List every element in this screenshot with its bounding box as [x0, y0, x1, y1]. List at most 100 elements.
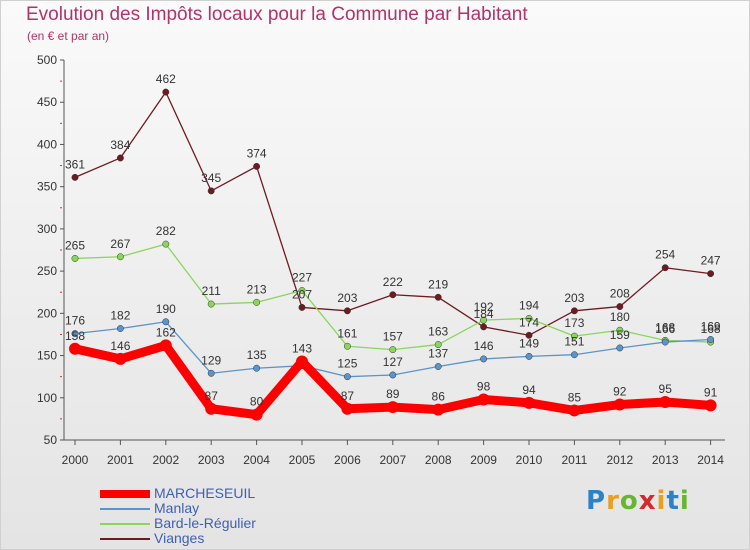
data-point	[570, 332, 578, 340]
data-point	[707, 336, 715, 343]
data-point	[162, 88, 170, 96]
data-label: 161	[337, 326, 357, 340]
data-point	[205, 402, 218, 415]
data-label: 129	[201, 353, 221, 367]
data-point	[434, 363, 442, 370]
data-label: 137	[428, 347, 448, 361]
data-point	[389, 371, 397, 379]
data-label: 462	[156, 72, 176, 86]
data-label: 149	[519, 336, 539, 350]
data-label: 182	[110, 309, 130, 323]
data-label: 267	[110, 237, 130, 251]
data-label: 168	[655, 320, 675, 334]
data-label: 361	[65, 157, 85, 171]
data-point	[253, 364, 261, 372]
chart-subtitle: (en € et par an)	[27, 29, 110, 43]
x-tick-label: 2003	[198, 453, 225, 467]
data-point	[116, 154, 124, 162]
data-point	[389, 291, 397, 299]
data-label: 247	[701, 254, 721, 268]
data-point	[525, 352, 533, 360]
data-label: 158	[65, 329, 85, 343]
data-label: 98	[477, 379, 491, 393]
data-label: 166	[655, 322, 675, 336]
data-label: 151	[564, 335, 584, 349]
x-tick-label: 2008	[425, 453, 452, 467]
logo-letter: o	[619, 486, 639, 516]
data-label: 173	[564, 316, 584, 330]
data-point	[568, 404, 581, 417]
data-label: 176	[65, 314, 85, 328]
data-label: 159	[610, 328, 630, 342]
data-point	[613, 398, 626, 411]
data-point	[114, 352, 127, 365]
y-tick-label: 350	[37, 180, 57, 194]
proxiti-logo: Proxiti	[586, 486, 690, 516]
chart-axes: 50 100 150 200 250 300 350 400 450 500 2000 2001 200…	[37, 53, 725, 467]
data-label: 125	[337, 357, 357, 371]
data-labels-layer: 361 384 462 345 374 207 203 222 219 184 174 203 208 2…	[65, 72, 721, 409]
logo-letter: P	[586, 486, 607, 516]
x-tick-label: 2014	[697, 453, 724, 467]
logo-letter: i	[679, 486, 690, 516]
legend-label: MARCHESEUIL	[154, 485, 256, 501]
x-tick-label: 2004	[243, 453, 270, 467]
x-tick-label: 2006	[334, 453, 361, 467]
data-point	[525, 314, 533, 322]
y-tick-label: 250	[37, 264, 57, 278]
data-point	[159, 339, 172, 352]
data-point	[341, 402, 354, 415]
data-point	[616, 344, 624, 352]
x-tick-label: 2011	[561, 453, 587, 467]
y-tick-label: 500	[37, 53, 57, 67]
data-label: 194	[519, 298, 539, 312]
data-point	[253, 162, 261, 170]
data-label: 208	[610, 287, 630, 301]
y-tick-label: 300	[37, 222, 57, 236]
data-label: 92	[613, 385, 627, 399]
data-point	[71, 173, 79, 181]
data-point	[343, 342, 351, 350]
y-tick-label: 450	[37, 95, 57, 109]
data-point	[704, 399, 717, 412]
data-label: 384	[110, 138, 130, 152]
data-label: 94	[522, 383, 536, 397]
data-point	[250, 408, 263, 421]
data-point	[659, 396, 672, 408]
legend-swatch	[100, 508, 150, 510]
data-point	[71, 254, 79, 262]
data-label: 207	[292, 287, 312, 301]
data-label: 213	[247, 282, 267, 296]
data-point	[116, 325, 124, 332]
data-label: 374	[247, 146, 267, 160]
data-point	[707, 270, 715, 278]
data-label: 80	[250, 395, 264, 409]
data-point	[480, 323, 488, 331]
x-tick-label: 2010	[516, 453, 543, 467]
x-tick-label: 2000	[62, 453, 89, 467]
data-point	[477, 393, 490, 406]
y-tick-label: 400	[37, 137, 57, 151]
data-label: 163	[428, 325, 448, 339]
legend-label: Manlay	[154, 500, 200, 516]
data-point	[661, 338, 669, 346]
data-label: 211	[202, 284, 221, 298]
data-point	[116, 253, 124, 261]
data-point	[525, 331, 533, 339]
data-label: 89	[386, 387, 400, 401]
data-label: 219	[428, 277, 448, 291]
data-point	[207, 369, 215, 377]
data-label: 254	[655, 248, 675, 262]
legend-swatch	[100, 490, 150, 498]
data-label: 345	[201, 171, 221, 185]
series-layer	[69, 88, 717, 421]
x-tick-label: 2007	[379, 453, 406, 467]
data-label: 184	[474, 307, 494, 321]
data-point	[296, 355, 308, 368]
data-point	[69, 342, 81, 355]
data-label: 222	[383, 275, 403, 289]
x-tick-label: 2002	[152, 453, 179, 467]
y-tick-label: 100	[37, 391, 57, 405]
data-point	[432, 403, 445, 416]
data-point	[480, 355, 488, 363]
